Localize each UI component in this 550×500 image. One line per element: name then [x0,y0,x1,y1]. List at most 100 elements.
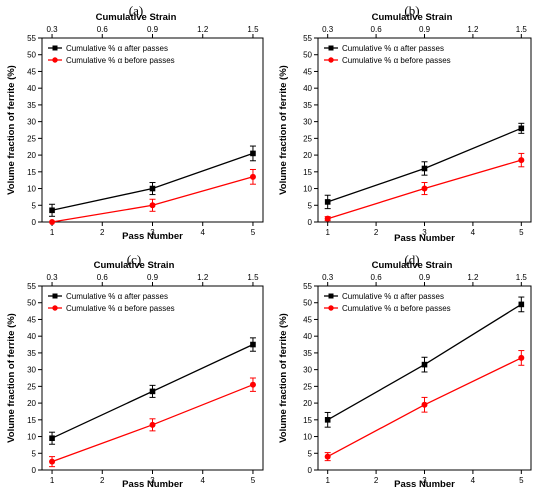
legend-marker [52,305,58,311]
data-point [324,215,331,222]
y-tick-label: 45 [303,315,312,324]
top-tick-label: 0.3 [322,25,334,34]
legend-label: Cumulative % α before passes [342,56,451,65]
data-point [518,301,525,308]
y-tick-label: 45 [303,67,312,76]
plot-frame [317,285,532,471]
y-tick-label: 15 [303,416,312,425]
y-tick-label: 35 [27,349,36,358]
y-tick-label: 25 [303,134,312,143]
y-tick-label: 55 [27,34,36,43]
legend-label: Cumulative % α after passes [66,44,168,53]
data-point [49,207,55,214]
data-point [421,361,428,368]
y-tick-label: 25 [27,134,36,143]
top-tick-label: 1.5 [247,25,259,34]
panel-label: (c) [127,252,141,267]
legend-marker [52,57,58,63]
legend-marker [328,57,334,63]
data-point [249,173,256,180]
y-tick-label: 20 [27,151,36,160]
data-point [149,202,156,209]
y-tick-label: 45 [27,67,36,76]
x-tick-label: 5 [251,476,256,485]
y-tick-label: 10 [303,185,312,194]
y-axis-title: Volume fraction of ferrite (%) [6,65,17,195]
top-axis-title: Cumulative Strain [372,12,453,23]
y-tick-label: 15 [303,168,312,177]
data-point [421,401,428,408]
legend-label: Cumulative % α before passes [66,304,175,313]
y-tick-label: 55 [303,282,312,291]
data-point [518,125,525,132]
x-tick-label: 4 [471,228,476,237]
y-tick-label: 40 [27,84,36,93]
x-tick-label: 2 [374,476,379,485]
y-tick-label: 30 [303,118,312,127]
y-tick-label: 10 [303,433,312,442]
top-tick-label: 0.3 [46,25,58,34]
y-tick-label: 0 [32,466,37,475]
y-axis-title: Volume fraction of ferrite (%) [278,65,289,195]
top-axis-title: Cumulative Strain [96,12,177,23]
x-tick-label: 1 [50,228,55,237]
x-axis-title: Pass Number [394,233,455,244]
y-tick-label: 40 [27,332,36,341]
x-tick-label: 2 [100,228,105,237]
legend-marker [328,305,334,311]
x-tick-label: 3 [422,228,427,237]
data-point [149,185,156,192]
data-point [149,388,156,395]
y-tick-label: 45 [27,315,36,324]
y-tick-label: 5 [32,449,37,458]
y-tick-label: 20 [27,399,36,408]
top-tick-label: 0.9 [147,273,159,282]
data-point [250,150,256,157]
panel-label: (d) [404,252,419,267]
legend-label: Cumulative % α before passes [342,304,451,313]
legend-marker [328,45,334,51]
y-tick-label: 10 [27,433,36,442]
top-tick-label: 1.5 [516,25,528,34]
top-tick-label: 0.6 [371,25,383,34]
data-point [249,381,256,388]
top-tick-label: 0.6 [371,273,383,282]
y-tick-label: 50 [303,51,312,60]
y-tick-label: 35 [303,349,312,358]
top-tick-label: 1.2 [197,273,209,282]
data-point [518,354,525,361]
x-tick-label: 4 [201,228,206,237]
x-tick-label: 3 [150,476,155,485]
y-tick-label: 0 [308,218,313,227]
y-tick-label: 55 [27,282,36,291]
panel-label: (a) [129,3,143,18]
x-axis-title: Pass Number [122,479,183,490]
legend-marker [52,45,58,51]
top-tick-label: 1.2 [197,25,209,34]
y-tick-label: 35 [27,101,36,110]
data-point [49,219,56,225]
legend-label: Cumulative % α after passes [342,44,444,53]
y-tick-label: 30 [27,366,36,375]
panel-label: (b) [404,3,419,18]
y-tick-label: 15 [27,168,36,177]
legend-label: Cumulative % α after passes [66,292,168,301]
data-point [149,421,156,428]
y-tick-label: 25 [27,382,36,391]
y-tick-label: 5 [308,201,313,210]
data-point [49,435,55,442]
y-tick-label: 50 [303,299,312,308]
x-tick-label: 1 [50,476,55,485]
x-axis-title: Pass Number [122,231,183,242]
x-tick-label: 4 [471,476,476,485]
y-tick-label: 20 [303,399,312,408]
plot-frame [41,285,264,471]
x-tick-label: 3 [150,228,155,237]
y-axis-title: Volume fraction of ferrite (%) [278,313,289,443]
y-tick-label: 50 [27,51,36,60]
x-axis-title: Pass Number [394,479,455,490]
y-axis-title: Volume fraction of ferrite (%) [6,313,17,443]
